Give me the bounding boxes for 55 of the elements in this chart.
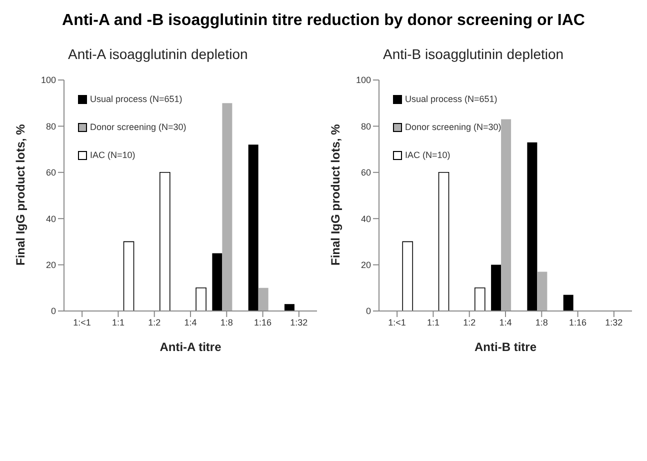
x-tick-label: 1:2 — [463, 317, 476, 328]
y-tick-label: 20 — [46, 260, 56, 270]
y-tick-label: 20 — [360, 260, 371, 270]
bar — [563, 294, 574, 311]
legend-label: IAC (N=10) — [404, 150, 452, 160]
x-tick-label: 1:32 — [605, 317, 623, 328]
bar — [160, 172, 170, 311]
bar — [284, 304, 294, 311]
y-tick-label: 40 — [46, 214, 56, 224]
y-tick-label: 100 — [40, 75, 56, 86]
x-axis-title: Anti-B titre — [474, 340, 537, 354]
chart-title: Anti-A and -B isoagglutinin titre reduction by donor screening or IAC — [61, 11, 586, 31]
bar — [258, 288, 268, 311]
y-tick-label: 40 — [360, 214, 371, 224]
x-tick-label: 1:4 — [184, 317, 197, 328]
x-tick-label: 1:1 — [426, 317, 440, 328]
bar — [212, 253, 222, 311]
x-tick-label: 1:2 — [148, 317, 161, 328]
x-tick-label: 1:8 — [535, 317, 548, 328]
x-axis-title: Anti-A titre — [160, 340, 222, 354]
bar — [527, 142, 538, 311]
y-tick-label: 0 — [50, 306, 56, 316]
y-tick-label: 60 — [360, 168, 371, 178]
y-tick-label: 0 — [366, 306, 371, 316]
legend-label: Usual process (N=651) — [404, 94, 498, 104]
x-tick-label: 1:1 — [112, 317, 124, 328]
legend-label: IAC (N=10) — [89, 150, 136, 160]
y-axis-title: Final IgG product lots, % — [328, 124, 342, 266]
x-tick-label: 1:32 — [290, 317, 308, 328]
y-tick-label: 80 — [360, 121, 371, 132]
x-tick-label: 1:<1 — [388, 317, 406, 328]
bar — [222, 103, 232, 311]
y-tick-label: 80 — [46, 121, 56, 132]
bar — [501, 119, 512, 311]
y-tick-label: 60 — [46, 168, 56, 178]
bar — [123, 241, 134, 311]
legend-label: Usual process (N=651) — [89, 94, 184, 104]
legend-label: Donor screening (N=30) — [404, 122, 502, 132]
chart-subtitle: Anti-A isoagglutinin depletion — [67, 46, 249, 64]
bar — [491, 264, 502, 311]
bar — [196, 288, 206, 311]
x-tick-label: 1:16 — [569, 317, 587, 328]
bar — [402, 241, 414, 311]
y-axis-title: Final IgG product lots, % — [13, 124, 28, 266]
bar — [438, 172, 450, 311]
x-tick-label: 1:16 — [254, 317, 272, 328]
legend-label: Donor screening (N=30) — [89, 122, 186, 132]
bar — [537, 272, 548, 311]
x-tick-label: 1:4 — [499, 317, 512, 328]
bar — [474, 288, 486, 311]
chart-subtitle: Anti-B isoagglutinin depletion — [382, 46, 565, 64]
x-tick-label: 1:8 — [220, 317, 233, 328]
y-tick-label: 100 — [356, 75, 371, 86]
x-tick-label: 1:<1 — [73, 317, 91, 328]
bar — [248, 144, 258, 311]
